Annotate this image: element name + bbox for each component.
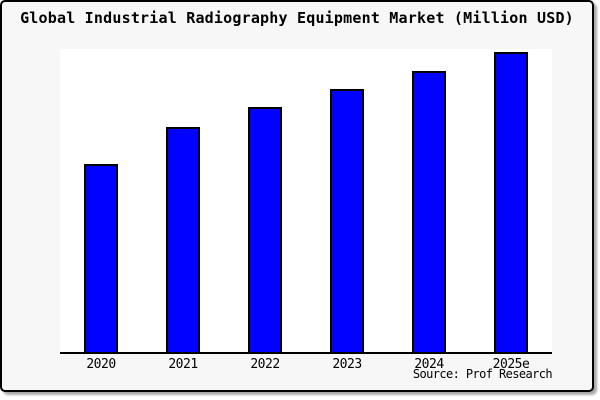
source-credit: Source: Prof Research xyxy=(412,367,553,381)
x-tick-label: 2024 xyxy=(414,357,444,372)
plot-area xyxy=(60,49,552,354)
bar-2024 xyxy=(412,71,446,352)
x-tick-label: 2025e xyxy=(492,357,530,372)
bar-2022 xyxy=(248,107,282,352)
bar-2021 xyxy=(166,127,200,352)
x-tick-label: 2021 xyxy=(168,357,198,372)
chart-title: Global Industrial Radiography Equipment … xyxy=(20,9,574,27)
bar-2025e xyxy=(494,52,528,352)
bar-2020 xyxy=(84,164,118,352)
x-tick-label: 2020 xyxy=(86,357,116,372)
x-axis: 2020 2021 2022 2023 2024 2025e xyxy=(60,357,552,373)
x-tick-label: 2023 xyxy=(332,357,362,372)
x-tick-label: 2022 xyxy=(250,357,280,372)
chart-card: Global Industrial Radiography Equipment … xyxy=(0,0,594,392)
bar-2023 xyxy=(330,89,364,352)
